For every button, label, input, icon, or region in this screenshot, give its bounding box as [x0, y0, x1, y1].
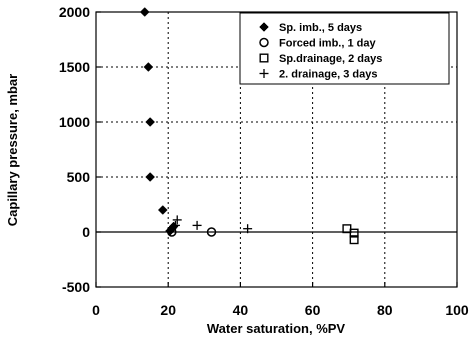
legend-marker	[259, 53, 269, 63]
legend-label: Sp. imb., 5 days	[279, 22, 362, 34]
x-tick-label: 100	[445, 302, 469, 318]
data-point	[145, 117, 156, 127]
data-point	[206, 227, 217, 237]
data-points	[139, 7, 359, 245]
data-point	[349, 228, 359, 238]
legend-marker	[259, 69, 269, 78]
legend-label: Sp.drainage, 2 days	[279, 53, 382, 65]
x-tick-label: 0	[92, 302, 100, 318]
data-point	[349, 235, 359, 245]
data-point	[157, 205, 168, 215]
data-point	[342, 224, 352, 234]
series-0	[139, 7, 179, 236]
y-tick-label: 500	[67, 169, 91, 185]
data-point	[172, 215, 182, 225]
legend-marker	[259, 22, 269, 32]
data-point	[143, 62, 154, 72]
y-tick-label: -500	[62, 279, 90, 295]
legend: Sp. imb., 5 days Forced imb., 1 day Sp.dra…	[239, 12, 450, 85]
data-point	[243, 224, 253, 234]
legend-box	[239, 12, 450, 85]
x-axis-ticks: 0 20 40 60 80 100	[92, 282, 469, 318]
x-tick-label: 80	[377, 302, 393, 318]
series-1	[167, 227, 217, 237]
data-point	[167, 227, 177, 237]
series-3	[170, 215, 253, 234]
legend-label: 2. drainage, 3 days	[279, 69, 377, 81]
data-point	[170, 220, 180, 230]
y-tick-label: 0	[82, 224, 90, 240]
y-axis-ticks: -500 0 500 1000 1500 2000	[59, 4, 101, 295]
series-2	[342, 224, 359, 245]
x-tick-label: 20	[160, 302, 176, 318]
x-axis-title: Water saturation, %PV	[207, 321, 346, 336]
data-point	[192, 220, 202, 230]
y-tick-label: 2000	[59, 4, 90, 20]
y-tick-label: 1000	[59, 114, 90, 130]
y-axis-title: Capillary pressure, mbar	[5, 74, 20, 226]
y-tick-label: 1500	[59, 59, 90, 75]
x-tick-label: 40	[233, 302, 249, 318]
legend-label: Forced imb., 1 day	[279, 38, 376, 50]
x-tick-label: 60	[305, 302, 321, 318]
data-point	[139, 7, 150, 17]
legend-marker	[259, 37, 269, 48]
plot-area-frame	[95, 11, 458, 288]
data-point	[145, 172, 156, 182]
